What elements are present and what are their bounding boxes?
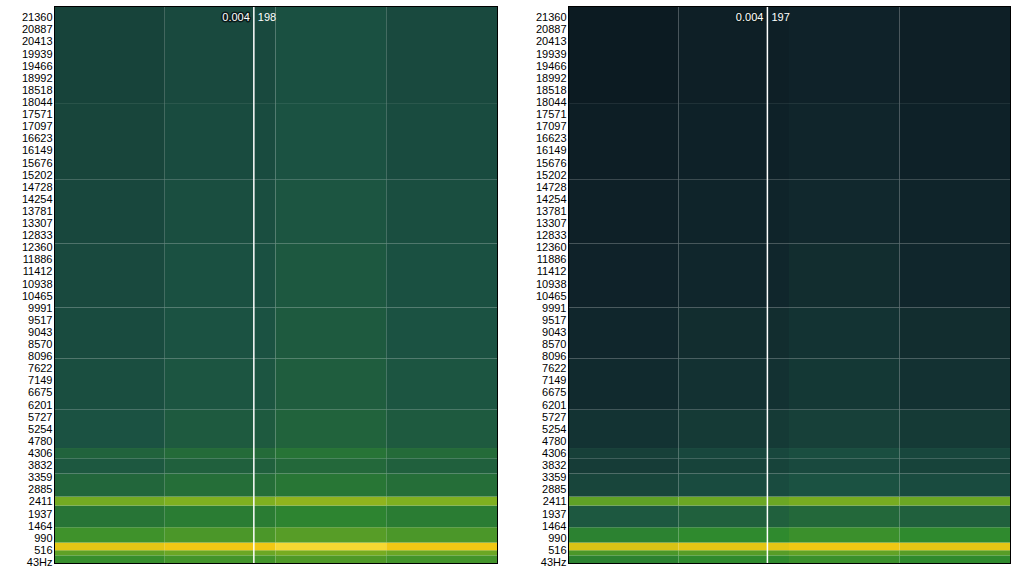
- svg-text:20887: 20887: [22, 23, 53, 35]
- svg-text:990: 990: [548, 532, 566, 544]
- svg-text:8570: 8570: [28, 338, 52, 350]
- svg-text:11412: 11412: [537, 265, 567, 277]
- svg-text:12833: 12833: [536, 229, 567, 241]
- svg-text:11886: 11886: [23, 253, 53, 265]
- svg-text:1937: 1937: [542, 508, 566, 520]
- svg-text:4780: 4780: [28, 435, 52, 447]
- svg-text:6201: 6201: [28, 399, 52, 411]
- svg-text:15202: 15202: [536, 169, 567, 181]
- svg-text:17571: 17571: [22, 108, 53, 120]
- svg-text:9043: 9043: [542, 326, 566, 338]
- svg-text:18992: 18992: [22, 72, 53, 84]
- svg-text:9991: 9991: [28, 302, 52, 314]
- svg-text:12360: 12360: [22, 241, 53, 253]
- svg-text:4780: 4780: [542, 435, 566, 447]
- svg-text:516: 516: [548, 544, 566, 556]
- svg-text:20887: 20887: [536, 23, 567, 35]
- svg-text:8570: 8570: [542, 338, 566, 350]
- svg-text:1464: 1464: [542, 520, 566, 532]
- svg-text:5727: 5727: [542, 411, 566, 423]
- svg-text:16623: 16623: [22, 132, 53, 144]
- svg-text:2885: 2885: [542, 483, 566, 495]
- svg-text:6675: 6675: [28, 386, 52, 398]
- svg-text:0.004: 0.004: [222, 11, 250, 23]
- svg-text:14728: 14728: [536, 181, 567, 193]
- svg-text:20413: 20413: [22, 35, 53, 47]
- svg-text:5254: 5254: [542, 423, 566, 435]
- svg-text:17097: 17097: [536, 120, 567, 132]
- svg-text:43Hz: 43Hz: [541, 556, 567, 568]
- svg-text:43Hz: 43Hz: [27, 556, 53, 568]
- svg-text:9517: 9517: [28, 314, 52, 326]
- svg-text:7149: 7149: [28, 374, 52, 386]
- svg-text:15676: 15676: [22, 156, 53, 168]
- svg-text:7622: 7622: [542, 362, 566, 374]
- svg-text:19466: 19466: [22, 60, 53, 72]
- svg-text:1937: 1937: [28, 508, 52, 520]
- svg-text:10465: 10465: [536, 290, 567, 302]
- svg-text:20413: 20413: [536, 35, 567, 47]
- svg-text:18518: 18518: [536, 84, 567, 96]
- svg-text:21360: 21360: [22, 11, 53, 23]
- svg-text:990: 990: [34, 532, 52, 544]
- svg-text:6201: 6201: [542, 399, 566, 411]
- svg-text:16149: 16149: [22, 144, 53, 156]
- svg-text:19466: 19466: [536, 60, 567, 72]
- svg-text:13307: 13307: [536, 217, 567, 229]
- svg-text:12833: 12833: [22, 229, 53, 241]
- svg-text:17571: 17571: [536, 108, 567, 120]
- svg-text:6675: 6675: [542, 386, 566, 398]
- svg-text:9043: 9043: [28, 326, 52, 338]
- svg-text:18518: 18518: [22, 84, 53, 96]
- svg-text:4306: 4306: [28, 447, 52, 459]
- svg-text:0.004: 0.004: [736, 11, 764, 23]
- svg-text:11412: 11412: [23, 265, 53, 277]
- svg-text:11886: 11886: [537, 253, 567, 265]
- svg-text:18992: 18992: [536, 72, 567, 84]
- svg-text:18044: 18044: [536, 96, 567, 108]
- svg-text:2411: 2411: [29, 495, 53, 507]
- svg-text:9991: 9991: [542, 302, 566, 314]
- svg-text:17097: 17097: [22, 120, 53, 132]
- svg-text:18044: 18044: [22, 96, 53, 108]
- svg-text:7149: 7149: [542, 374, 566, 386]
- svg-text:13307: 13307: [22, 217, 53, 229]
- svg-text:3359: 3359: [28, 471, 52, 483]
- svg-text:13781: 13781: [22, 205, 53, 217]
- svg-text:2411: 2411: [543, 495, 567, 507]
- svg-text:19939: 19939: [536, 48, 567, 60]
- svg-text:5727: 5727: [28, 411, 52, 423]
- svg-text:8096: 8096: [542, 350, 566, 362]
- svg-text:1464: 1464: [28, 520, 52, 532]
- svg-text:3832: 3832: [542, 459, 566, 471]
- svg-text:21360: 21360: [536, 11, 567, 23]
- svg-text:10465: 10465: [22, 290, 53, 302]
- svg-text:197: 197: [771, 11, 789, 23]
- svg-text:10938: 10938: [22, 278, 53, 290]
- svg-text:16149: 16149: [536, 144, 567, 156]
- svg-text:7622: 7622: [28, 362, 52, 374]
- svg-text:12360: 12360: [536, 241, 567, 253]
- svg-text:516: 516: [34, 544, 52, 556]
- svg-text:14728: 14728: [22, 181, 53, 193]
- svg-text:4306: 4306: [542, 447, 566, 459]
- svg-text:14254: 14254: [22, 193, 53, 205]
- svg-text:16623: 16623: [536, 132, 567, 144]
- svg-text:15202: 15202: [22, 169, 53, 181]
- svg-text:19939: 19939: [22, 48, 53, 60]
- svg-text:5254: 5254: [28, 423, 52, 435]
- svg-text:15676: 15676: [536, 156, 567, 168]
- svg-text:14254: 14254: [536, 193, 567, 205]
- svg-text:198: 198: [258, 11, 276, 23]
- svg-text:10938: 10938: [536, 278, 567, 290]
- svg-text:9517: 9517: [542, 314, 566, 326]
- svg-text:8096: 8096: [28, 350, 52, 362]
- svg-text:3832: 3832: [28, 459, 52, 471]
- svg-text:13781: 13781: [536, 205, 567, 217]
- svg-text:2885: 2885: [28, 483, 52, 495]
- svg-text:3359: 3359: [542, 471, 566, 483]
